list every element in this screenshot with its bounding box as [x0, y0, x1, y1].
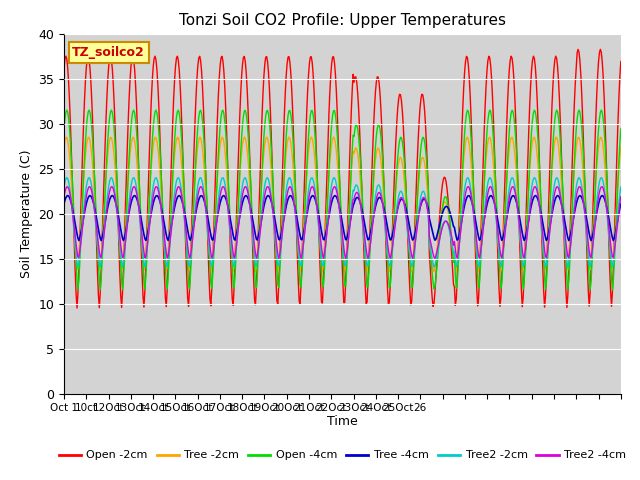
- Legend: Open -2cm, Tree -2cm, Open -4cm, Tree -4cm, Tree2 -2cm, Tree2 -4cm: Open -2cm, Tree -2cm, Open -4cm, Tree -4…: [54, 446, 630, 465]
- Open -2cm: [73, 305, 81, 311]
- Tree2 -4cm: [204, 218, 211, 224]
- Tree2 -4cm: [159, 217, 166, 223]
- Tree2 -2cm: [313, 204, 321, 210]
- Tree2 -2cm: [60, 184, 68, 190]
- Open -4cm: [609, 287, 616, 293]
- Tree2 -4cm: [312, 196, 320, 202]
- Tree -4cm: [617, 201, 625, 207]
- Tree2 -4cm: [342, 256, 349, 262]
- Open -4cm: [63, 107, 70, 113]
- Tree2 -2cm: [480, 212, 488, 217]
- X-axis label: Time: Time: [327, 415, 358, 428]
- Tree -2cm: [481, 168, 489, 174]
- Tree2 -2cm: [617, 184, 625, 190]
- Line: Open -4cm: Open -4cm: [64, 110, 621, 290]
- Tree2 -4cm: [60, 194, 68, 200]
- Open -4cm: [617, 126, 625, 132]
- Tree -2cm: [60, 144, 68, 150]
- Open -4cm: [389, 237, 397, 242]
- Open -4cm: [159, 223, 167, 228]
- Open -4cm: [313, 166, 321, 171]
- Tree2 -4cm: [390, 232, 398, 238]
- Line: Tree2 -4cm: Tree2 -4cm: [64, 187, 621, 259]
- Y-axis label: Soil Temperature (C): Soil Temperature (C): [20, 149, 33, 278]
- Tree2 -4cm: [481, 209, 489, 215]
- Open -2cm: [389, 209, 397, 215]
- Tree -4cm: [64, 193, 72, 199]
- Tree -4cm: [609, 238, 617, 243]
- Open -2cm: [596, 47, 604, 52]
- Tree2 -4cm: [331, 184, 339, 190]
- Tree -2cm: [617, 144, 625, 150]
- Title: Tonzi Soil CO2 Profile: Upper Temperatures: Tonzi Soil CO2 Profile: Upper Temperatur…: [179, 13, 506, 28]
- Open -2cm: [433, 261, 440, 266]
- Tree -2cm: [159, 213, 166, 218]
- Tree2 -2cm: [433, 254, 440, 260]
- Tree -4cm: [480, 216, 488, 222]
- Tree -4cm: [204, 216, 212, 222]
- Tree2 -2cm: [389, 240, 397, 245]
- Line: Tree -2cm: Tree -2cm: [64, 137, 621, 272]
- Tree -2cm: [204, 214, 211, 220]
- Tree -4cm: [433, 234, 440, 240]
- Open -2cm: [60, 65, 68, 71]
- Open -2cm: [159, 245, 167, 251]
- Open -2cm: [480, 130, 488, 135]
- Text: TZ_soilco2: TZ_soilco2: [72, 46, 145, 59]
- Tree2 -2cm: [63, 175, 70, 180]
- Tree2 -4cm: [617, 194, 625, 200]
- Open -2cm: [313, 163, 321, 169]
- Tree -2cm: [341, 269, 349, 275]
- Open -4cm: [480, 181, 488, 187]
- Tree2 -2cm: [609, 264, 616, 270]
- Tree -2cm: [312, 171, 320, 177]
- Tree -2cm: [330, 134, 337, 140]
- Open -2cm: [204, 247, 212, 253]
- Tree -4cm: [313, 203, 321, 208]
- Tree2 -4cm: [434, 245, 442, 251]
- Line: Tree -4cm: Tree -4cm: [64, 196, 621, 240]
- Line: Open -2cm: Open -2cm: [64, 49, 621, 308]
- Tree -2cm: [434, 241, 442, 247]
- Tree2 -2cm: [159, 232, 167, 238]
- Tree -4cm: [60, 201, 68, 207]
- Tree -4cm: [159, 216, 167, 222]
- Tree -2cm: [390, 211, 398, 216]
- Open -2cm: [617, 59, 625, 64]
- Tree2 -2cm: [204, 233, 212, 239]
- Line: Tree2 -2cm: Tree2 -2cm: [64, 178, 621, 267]
- Open -4cm: [204, 225, 212, 230]
- Open -4cm: [60, 126, 68, 132]
- Open -4cm: [433, 266, 440, 272]
- Tree -4cm: [389, 229, 397, 235]
